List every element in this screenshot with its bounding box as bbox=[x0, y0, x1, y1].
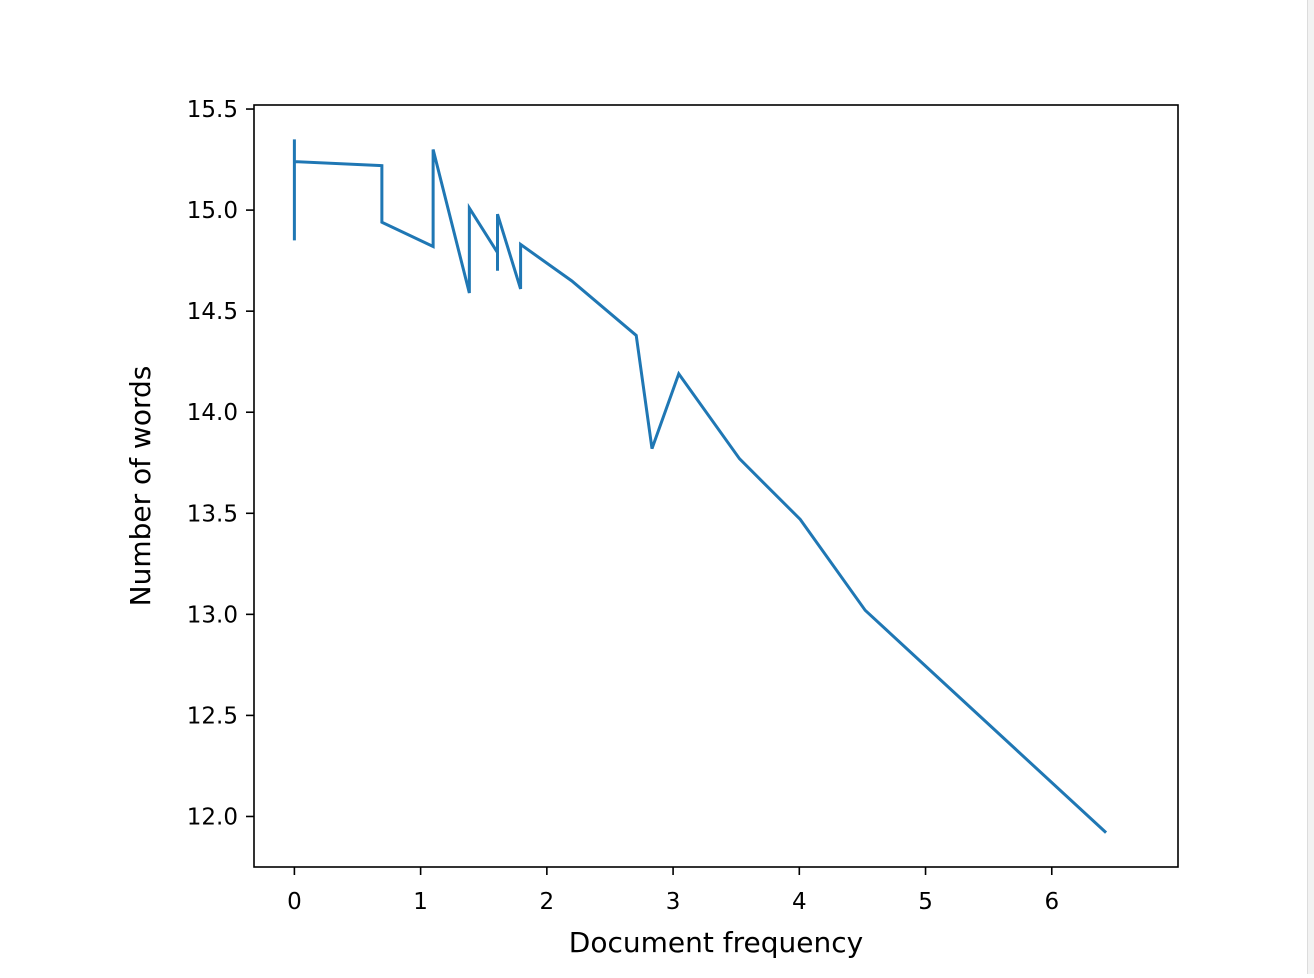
y-tick-label: 13.5 bbox=[187, 501, 238, 527]
window-edge bbox=[1307, 0, 1314, 974]
x-axis-ticks: 0 1 2 3 4 5 6 bbox=[287, 867, 1059, 915]
x-tick-label: 6 bbox=[1044, 889, 1059, 915]
x-tick-label: 0 bbox=[287, 889, 302, 915]
series-layer bbox=[292, 139, 1108, 834]
y-tick-label: 12.5 bbox=[187, 703, 238, 729]
series-line-0 bbox=[292, 139, 1108, 834]
x-tick-label: 3 bbox=[666, 889, 681, 915]
y-tick-label: 15.0 bbox=[187, 198, 238, 224]
x-tick-label: 5 bbox=[918, 889, 933, 915]
x-tick-label: 4 bbox=[792, 889, 807, 915]
y-tick-label: 15.5 bbox=[187, 97, 238, 123]
plot-area bbox=[254, 105, 1178, 867]
x-axis-label: Document frequency bbox=[569, 926, 863, 959]
x-tick-label: 2 bbox=[540, 889, 555, 915]
axes-frame bbox=[253, 104, 1179, 868]
y-tick-label: 14.0 bbox=[187, 400, 238, 426]
y-tick-label: 12.0 bbox=[187, 804, 238, 830]
y-tick-label: 13.0 bbox=[187, 602, 238, 628]
y-tick-label: 14.5 bbox=[187, 299, 238, 325]
x-tick-label: 1 bbox=[413, 889, 428, 915]
y-axis-label: Number of words bbox=[124, 366, 157, 607]
y-axis-ticks: 12.0 12.5 13.0 13.5 14.0 14.5 15.0 15.5 bbox=[187, 97, 254, 830]
